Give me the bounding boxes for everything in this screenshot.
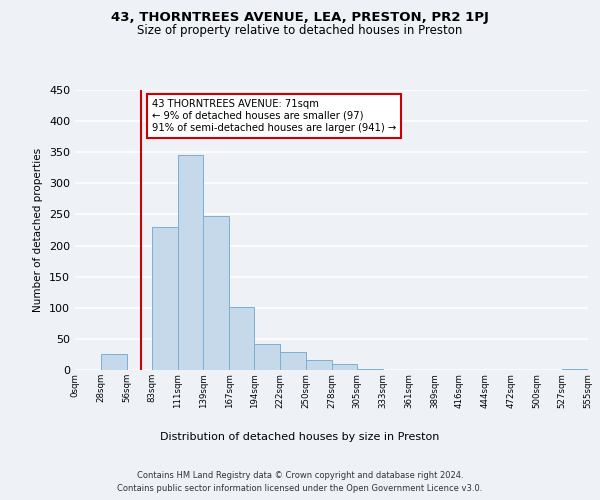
Text: Contains public sector information licensed under the Open Government Licence v3: Contains public sector information licen… (118, 484, 482, 493)
Bar (152, 227, 178, 370)
Text: Size of property relative to detached houses in Preston: Size of property relative to detached ho… (137, 24, 463, 37)
Bar (332, 364, 357, 370)
Bar (306, 360, 332, 370)
Bar (203, 216, 229, 370)
Text: 43, THORNTREES AVENUE, LEA, PRESTON, PR2 1PJ: 43, THORNTREES AVENUE, LEA, PRESTON, PR2… (111, 11, 489, 24)
Text: 43 THORNTREES AVENUE: 71sqm
← 9% of detached houses are smaller (97)
91% of semi: 43 THORNTREES AVENUE: 71sqm ← 9% of deta… (152, 100, 396, 132)
Bar (280, 352, 306, 370)
Bar (229, 306, 254, 370)
Y-axis label: Number of detached properties: Number of detached properties (34, 148, 43, 312)
Bar (254, 344, 280, 370)
Bar (101, 354, 127, 370)
Text: Contains HM Land Registry data © Crown copyright and database right 2024.: Contains HM Land Registry data © Crown c… (137, 471, 463, 480)
Text: Distribution of detached houses by size in Preston: Distribution of detached houses by size … (160, 432, 440, 442)
Bar (178, 156, 203, 370)
